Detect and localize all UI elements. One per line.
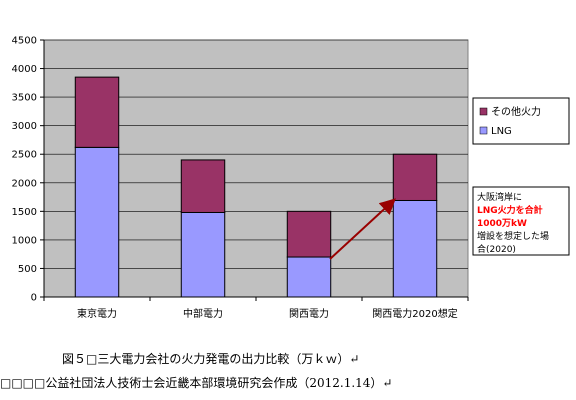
legend-label-lng: LNG	[491, 126, 512, 137]
legend-swatch-other-thermal	[479, 107, 488, 116]
x-tick-label: 中部電力	[183, 307, 223, 320]
x-tick-label: 関西電力2020想定	[372, 307, 457, 320]
bar-lng-2	[286, 256, 332, 298]
chart: 0 500 1000 1500 2000 2500 3000 3500 4000 4500 東京電…	[11, 35, 570, 320]
bar-other-thermal-2	[286, 210, 332, 258]
bar-lng-3	[392, 199, 438, 298]
figure-credit: □□□□公益社団法人技術士会近畿本部環境研究会作成（2012.1.14）↵	[0, 376, 393, 390]
annotation-frame	[472, 186, 570, 256]
x-axis: 東京電力 中部電力 関西電力 関西電力2020想定	[43, 296, 469, 320]
legend: その他火力 LNG	[472, 97, 570, 145]
annotation-arrow	[329, 198, 396, 260]
annotation-line-2: LNG火力を合計	[477, 204, 543, 216]
bar-other-thermal-3	[392, 153, 438, 201]
y-tick-label: 1500	[12, 207, 37, 218]
annotation-line-4: 増設を想定した場	[477, 230, 549, 242]
legend-box	[472, 97, 570, 145]
y-tick-label: 3000	[12, 121, 37, 132]
y-tick-label: 0	[31, 293, 37, 304]
legend-label-other-thermal: その他火力	[491, 105, 541, 118]
y-tick-label: 2000	[12, 178, 37, 189]
bar-other-thermal-1	[180, 159, 226, 213]
legend-swatch-lng	[479, 126, 488, 135]
figure-caption: 図５□三大電力会社の火力発電の出力比較（万ｋｗ）↵	[62, 352, 360, 366]
y-tick-label: 500	[18, 264, 37, 275]
x-tick-label: 関西電力	[289, 307, 329, 320]
bar-lng-0	[74, 146, 120, 298]
y-tick-label: 4000	[12, 64, 37, 75]
annotation-box: 大阪湾岸に LNG火力を合計 1000万kW 増設を想定した場 合(2020)	[472, 186, 570, 256]
y-axis: 0 500 1000 1500 2000 2500 3000 3500 4000 4500	[12, 36, 45, 304]
y-tick-label: 4500	[12, 36, 37, 47]
annotation-line-1: 大阪湾岸に	[477, 191, 522, 203]
annotation-line-3: 1000万kW	[477, 218, 527, 229]
y-tick-label: 1000	[12, 235, 37, 246]
y-tick-label: 2500	[12, 150, 37, 161]
bar-other-thermal-0	[74, 76, 120, 148]
bars	[74, 76, 438, 298]
annotation-line-5: 合(2020)	[477, 243, 516, 255]
bar-lng-1	[180, 211, 226, 298]
y-tick-label: 3500	[12, 93, 37, 104]
x-tick-label: 東京電力	[77, 307, 117, 320]
